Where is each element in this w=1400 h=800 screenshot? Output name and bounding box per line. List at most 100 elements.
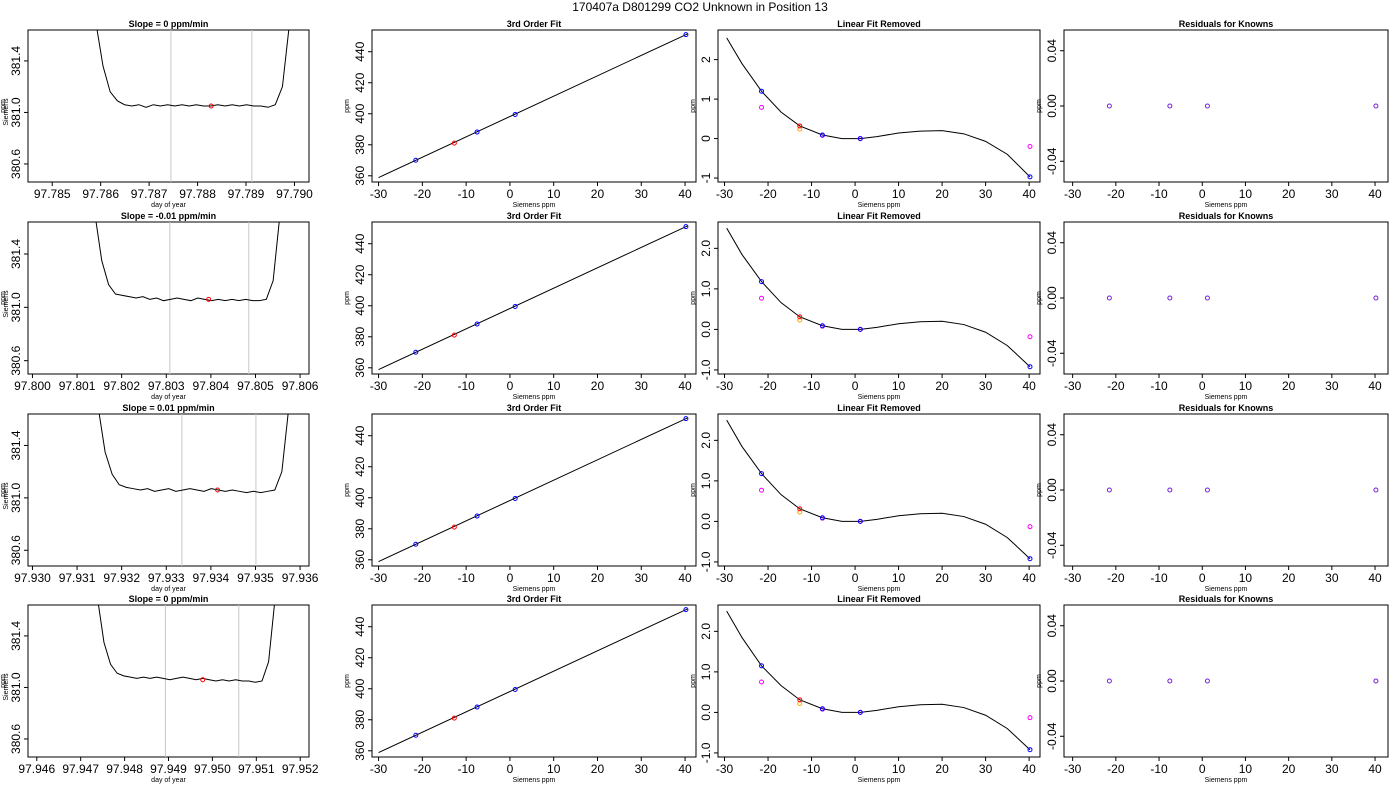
y-tick-label: 381.4 [9, 239, 23, 269]
x-tick-label: 10 [1239, 762, 1253, 776]
known-point [683, 416, 689, 422]
known-point [759, 279, 765, 285]
unknown-point [451, 140, 457, 146]
x-tick-label: -10 [457, 379, 475, 393]
panel-title: 3rd Order Fit [507, 211, 562, 221]
x-tick-label: -30 [1064, 762, 1082, 776]
x-tick-label: 40 [1022, 571, 1036, 585]
x-tick-label: 97.801 [59, 379, 96, 393]
x-tick-label: 30 [1325, 571, 1339, 585]
unknown-point [451, 524, 457, 530]
x-tick-label: 10 [547, 571, 561, 585]
y-tick-label: 381.4 [9, 430, 23, 460]
panel-fit-row-2: 3rd Order Fit -30 -20 -10 0 10 20 30 40 360 380 400… [344, 403, 697, 593]
x-tick-label: 20 [591, 379, 605, 393]
x-axis-label: day of year [151, 777, 186, 784]
panel-fit-row-0: 3rd Order Fit -30 -20 -10 0 10 20 30 40 360 380 400… [344, 19, 697, 209]
y-tick-label: -1.0 [699, 551, 713, 572]
plot-frame [717, 221, 1041, 375]
x-axis-label: Siemens ppm [858, 394, 901, 401]
y-tick-label: 1.0 [699, 663, 713, 680]
x-tick-label: 97.950 [194, 762, 231, 776]
x-tick-label: 30 [979, 187, 993, 201]
raw-known-point [1027, 524, 1033, 530]
panel-time-row-2: Slope = 0.01 ppm/min 97.930 97.931 97.932 97… [0, 403, 319, 593]
x-tick-label: 10 [547, 187, 561, 201]
x-tick-label: 97.949 [150, 762, 187, 776]
x-tick-label: 40 [1368, 762, 1382, 776]
y-axis-label: ppm [1036, 291, 1043, 305]
x-tick-label: 97.806 [282, 379, 319, 393]
known-point [474, 704, 480, 710]
y-axis-label: ppm [344, 483, 351, 497]
x-tick-label: -20 [1107, 762, 1125, 776]
known-point [512, 496, 518, 502]
plot-data [726, 610, 1033, 753]
x-axis-label: day of year [151, 586, 186, 593]
x-axis-label: Siemens ppm [858, 777, 901, 784]
known-point [1027, 174, 1033, 180]
x-tick-label: -20 [1107, 187, 1125, 201]
x-tick-label: 97.788 [179, 187, 216, 201]
unknown-point [797, 314, 803, 320]
y-tick-label: 2.0 [699, 623, 713, 640]
raw-unknown-point [797, 126, 803, 132]
measured-point [208, 103, 214, 109]
plot-data [726, 227, 1033, 370]
x-tick-label: 20 [1282, 762, 1296, 776]
known-point [857, 326, 863, 332]
x-tick-label: -30 [716, 762, 734, 776]
y-tick-label: -0.04 [1045, 147, 1059, 175]
x-tick-label: 40 [1022, 762, 1036, 776]
panel-linear-row-3: Linear Fit Removed -30 -20 -10 0 10 20 30 40 -1.0… [690, 594, 1041, 784]
x-tick-label: 40 [678, 571, 692, 585]
plot-frame [717, 604, 1041, 758]
panel-title: 3rd Order Fit [507, 594, 562, 604]
known-point [474, 513, 480, 519]
x-tick-label: 40 [678, 379, 692, 393]
plot-frame [27, 604, 310, 758]
residual-point [1106, 103, 1112, 109]
x-tick-label: -20 [414, 571, 432, 585]
y-tick-label: 400 [353, 678, 367, 698]
x-tick-label: -10 [803, 571, 821, 585]
y-tick-label: 380 [353, 326, 367, 346]
x-tick-label: 10 [892, 187, 906, 201]
residual-point [1373, 103, 1379, 109]
plot-frame [371, 604, 697, 758]
y-tick-label: 2.0 [699, 240, 713, 257]
x-axis-label: Siemens ppm [1205, 777, 1248, 784]
y-axis-label-overlap: Siemens [3, 482, 10, 510]
y-tick-label: 360 [353, 549, 367, 569]
x-tick-label: 97.785 [34, 187, 71, 201]
residual-point [1373, 487, 1379, 493]
known-point [1027, 364, 1033, 370]
y-tick-label: -0.04 [1045, 722, 1059, 750]
x-tick-label: 97.932 [103, 571, 140, 585]
x-tick-label: 20 [935, 187, 949, 201]
x-tick-label: 97.948 [106, 762, 143, 776]
x-tick-label: 0 [507, 187, 514, 201]
y-tick-label: 380.6 [9, 345, 23, 375]
y-axis-label: ppm [344, 674, 351, 688]
panel-grid: Slope = 0 ppm/min 97.785 97.786 97.787 97.78… [0, 19, 1389, 784]
x-tick-label: 97.790 [276, 187, 313, 201]
known-point [819, 323, 825, 329]
residual-curve [726, 610, 1031, 751]
plot-frame [1063, 221, 1389, 375]
x-tick-label: 0 [1199, 762, 1206, 776]
x-tick-label: -30 [1064, 379, 1082, 393]
panel-title: Slope = 0 ppm/min [129, 19, 209, 29]
known-point [474, 129, 480, 135]
x-tick-label: -10 [803, 762, 821, 776]
panel-title: Residuals for Knowns [1179, 403, 1274, 413]
plot-frame [1063, 604, 1389, 758]
fit-curve [378, 33, 688, 179]
known-point [819, 706, 825, 712]
signal-trace [96, 30, 290, 108]
y-tick-label: 0.00 [1045, 478, 1059, 502]
known-point [857, 709, 863, 715]
panel-resid-row-1: Residuals for Knowns -30 -20 -10 0 10 20 30 40 -0… [1036, 211, 1389, 401]
unknown-point [797, 123, 803, 129]
x-tick-label: 97.789 [228, 187, 265, 201]
